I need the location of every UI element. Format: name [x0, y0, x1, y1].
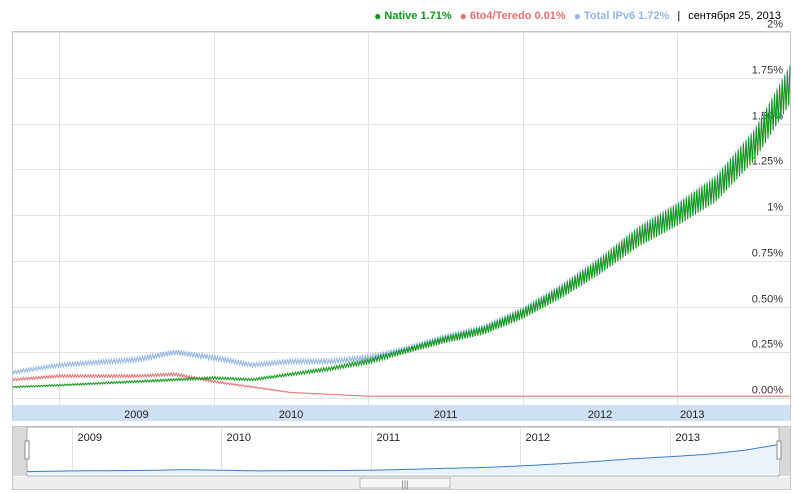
legend-total-label: Total IPv6 1.72%	[583, 10, 670, 22]
x-tick-label: 2009	[124, 409, 148, 421]
legend-date: сентября 25, 2013	[688, 10, 781, 22]
legend-item-native[interactable]: ● Native 1.71%	[374, 8, 452, 23]
navigator-handle-left[interactable]	[24, 440, 30, 460]
navigator-tick-label: 2013	[676, 432, 700, 444]
y-tick-label: 0.25%	[752, 339, 783, 351]
series-line-2	[12, 64, 791, 375]
legend-separator: |	[677, 10, 681, 22]
y-tick-label: 2%	[767, 19, 783, 31]
y-tick-label: 0.75%	[752, 248, 783, 260]
legend-item-teredo[interactable]: ● 6to4/Teredo 0.01%	[459, 8, 566, 23]
y-tick-label: 1%	[767, 202, 783, 214]
x-axis-labels: 2009 2010 2011 2012 2013	[124, 409, 704, 421]
navigator-mask-left	[13, 427, 27, 476]
x-tick-label: 2010	[279, 409, 303, 421]
x-tick-label: 2013	[680, 409, 704, 421]
native-dot-icon: ●	[374, 8, 382, 23]
navigator-scrollbar-thumb[interactable]	[359, 477, 451, 489]
x-axis-band	[13, 405, 790, 421]
navigator-grid: 2009 2010 2011 2012 2013	[72, 427, 700, 476]
legend: ● Native 1.71% ● 6to4/Teredo 0.01% ● Tot…	[374, 8, 781, 23]
navigator-tick-label: 2010	[227, 432, 251, 444]
legend-teredo-label: 6to4/Teredo 0.01%	[469, 10, 566, 22]
legend-item-total[interactable]: ● Total IPv6 1.72%	[573, 8, 670, 23]
total-dot-icon: ●	[573, 8, 581, 23]
y-tick-label: 1.75%	[752, 65, 783, 77]
navigator-tick-label: 2011	[377, 432, 401, 444]
x-tick-label: 2012	[588, 409, 612, 421]
y-tick-label: 1.25%	[752, 156, 783, 168]
series-line-0	[12, 66, 791, 389]
navigator-area	[27, 444, 779, 474]
grid	[13, 32, 790, 421]
x-tick-label: 2011	[434, 409, 458, 421]
y-axis-labels: 0.00%0.25%0.50%0.75%1%1.25%1.50%1.75%2%	[752, 19, 783, 397]
teredo-dot-icon: ●	[459, 8, 467, 23]
series-line-1	[12, 371, 791, 397]
navigator-tick-label: 2012	[526, 432, 550, 444]
scrollbar-grip-icon: |||	[401, 479, 408, 489]
y-tick-label: 0.00%	[752, 385, 783, 397]
navigator-mask-right	[779, 427, 790, 476]
legend-native-label: Native 1.71%	[384, 10, 452, 22]
y-tick-label: 0.50%	[752, 294, 783, 306]
series-lines	[12, 64, 791, 397]
navigator-line	[27, 444, 780, 473]
navigator-tick-label: 2009	[78, 432, 102, 444]
chart-border	[12, 31, 791, 421]
navigator-handle-right[interactable]	[776, 440, 782, 460]
